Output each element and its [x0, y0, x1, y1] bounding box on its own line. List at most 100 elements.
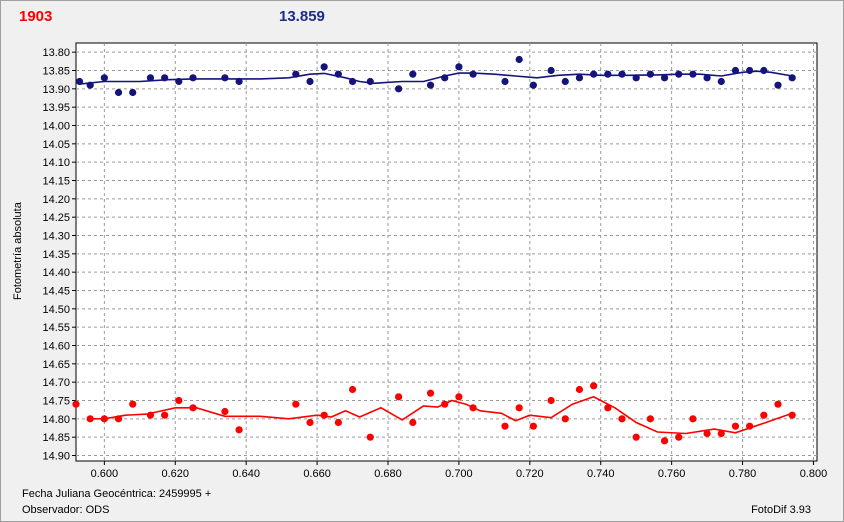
data-point: [788, 74, 796, 82]
data-point: [114, 88, 123, 97]
data-point: [395, 393, 403, 401]
x-tick-label: 0.600: [91, 468, 119, 480]
data-point: [161, 411, 169, 419]
grid-lines: [72, 43, 817, 465]
data-point: [529, 422, 537, 430]
data-point: [632, 74, 640, 82]
data-point: [306, 418, 314, 427]
data-point: [575, 385, 584, 394]
data-point: [86, 415, 94, 423]
data-point: [746, 422, 754, 430]
data-point: [455, 393, 463, 401]
data-point: [426, 81, 435, 89]
data-point: [469, 70, 477, 78]
data-point: [72, 400, 80, 408]
data-point: [547, 396, 555, 405]
y-tick-label: 14.50: [42, 304, 70, 316]
y-tick-label: 13.95: [42, 102, 70, 114]
data-point: [86, 81, 94, 89]
x-tick-label: 0.740: [587, 468, 615, 480]
data-point: [788, 411, 796, 419]
y-tick-label: 14.80: [42, 414, 70, 426]
data-point: [529, 81, 537, 89]
data-point: [129, 88, 137, 97]
data-point: [189, 404, 197, 412]
data-point: [409, 418, 417, 427]
data-point: [618, 70, 626, 78]
data-point: [660, 74, 669, 82]
x-tick-label: 0.800: [800, 468, 828, 480]
y-tick-label: 14.55: [42, 322, 70, 334]
x-tick-labels: 0.600 0.620 0.640 0.660 0.680 0.700 0.720 0.740…: [91, 468, 828, 480]
y-tick-label: 14.25: [42, 212, 70, 224]
data-point: [441, 400, 449, 408]
data-point: [161, 74, 169, 82]
data-point: [618, 415, 626, 423]
data-point: [292, 70, 300, 78]
data-point: [320, 63, 328, 71]
y-tick-label: 13.80: [42, 47, 70, 59]
y-tick-label: 14.10: [42, 157, 70, 169]
data-point: [146, 74, 155, 82]
data-point: [604, 404, 612, 412]
data-point: [746, 66, 754, 75]
data-point: [334, 70, 342, 78]
y-tick-label: 14.85: [42, 432, 70, 444]
data-point: [675, 70, 683, 78]
y-tick-label: 14.35: [42, 249, 70, 261]
data-point: [717, 77, 725, 86]
data-point: [774, 81, 782, 89]
data-point: [235, 426, 243, 434]
data-point: [114, 415, 123, 423]
x-tick-label: 0.760: [658, 468, 686, 480]
y-tick-label: 14.40: [42, 267, 70, 279]
y-tick-label: 14.20: [42, 194, 70, 206]
y-tick-label: 14.90: [42, 451, 70, 463]
data-point: [561, 415, 569, 423]
data-point: [632, 433, 640, 441]
y-tick-labels: 13.80 13.85 13.90 13.95 14.00 14.05 14.10 14.15…: [42, 47, 70, 462]
data-point: [575, 74, 584, 82]
x-tick-label: 0.680: [374, 468, 402, 480]
data-point: [469, 404, 477, 412]
data-point: [129, 400, 137, 408]
series-red: [72, 382, 796, 445]
y-tick-label: 14.45: [42, 286, 70, 298]
data-point: [703, 74, 711, 82]
data-point: [515, 404, 523, 412]
y-tick-label: 14.70: [42, 377, 70, 389]
data-point: [590, 70, 598, 78]
jd-label: Fecha Juliana Geocéntrica: 2459995 +: [22, 488, 212, 500]
data-point: [604, 70, 612, 78]
y-tick-label: 14.15: [42, 176, 70, 188]
data-point: [189, 74, 197, 82]
data-point: [703, 429, 711, 438]
plot-area: [75, 42, 818, 462]
software-label: FotoDif 3.93: [751, 504, 811, 516]
data-point: [221, 74, 229, 82]
data-point: [501, 77, 509, 86]
data-point: [646, 415, 654, 423]
y-tick-label: 14.60: [42, 341, 70, 353]
data-point: [395, 85, 403, 93]
data-point: [100, 74, 108, 82]
observer-label: Observador: ODS: [22, 504, 110, 516]
x-tick-label: 0.720: [516, 468, 544, 480]
series-blue: [75, 55, 796, 97]
data-point: [306, 77, 314, 86]
data-point: [221, 407, 229, 416]
data-point: [409, 70, 417, 78]
x-tick-label: 0.700: [445, 468, 473, 480]
data-point: [561, 77, 569, 86]
data-point: [660, 437, 669, 445]
data-point: [320, 411, 328, 419]
data-point: [760, 66, 768, 75]
data-point: [75, 77, 84, 86]
data-point: [334, 418, 342, 427]
data-point: [731, 422, 740, 430]
data-point: [646, 70, 654, 78]
x-tick-label: 0.620: [162, 468, 190, 480]
y-tick-label: 14.65: [42, 359, 70, 371]
data-point: [501, 422, 509, 430]
